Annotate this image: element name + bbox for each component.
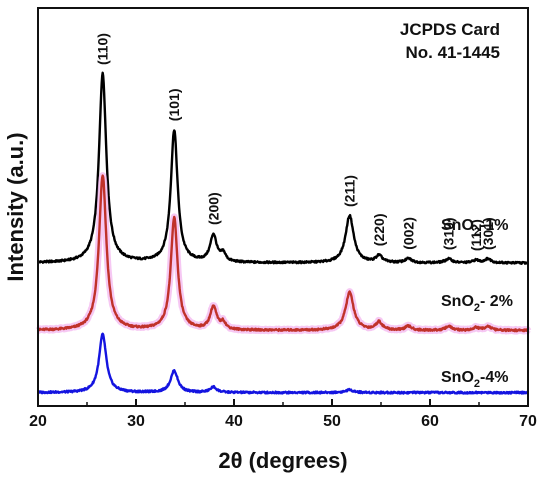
series-line-2 (37, 332, 529, 395)
x-axis-ticks: 20 30 40 50 60 70 (29, 399, 537, 430)
peak-label: (002) (400, 217, 416, 250)
peak-label: (101) (166, 89, 182, 122)
x-tick-label: 70 (519, 413, 537, 430)
plot-frame (37, 7, 529, 407)
card-number: No. 41-1445 (406, 43, 501, 62)
sample-label: SnO2- 2% (441, 293, 513, 314)
x-axis-title: 2θ (degrees) (218, 448, 347, 473)
x-tick-label: 20 (29, 413, 47, 430)
x-tick-label: 60 (421, 413, 439, 430)
peak-label: (110) (95, 33, 111, 65)
peak-label: (220) (371, 214, 387, 247)
peak-label: (112) (468, 219, 484, 251)
card-title: JCPDS Card (400, 20, 500, 39)
series-line-0 (36, 71, 529, 265)
peak-label: (211) (342, 175, 358, 207)
peak-label: (200) (205, 192, 221, 225)
peak-label: (310) (441, 217, 457, 250)
x-tick-label: 50 (323, 413, 341, 430)
sample-label: SnO2-1% (441, 217, 508, 238)
x-tick-label: 40 (225, 413, 243, 430)
y-axis-title: Intensity (a.u.) (3, 132, 28, 281)
peak-label: (301) (480, 217, 496, 250)
curves-layer (34, 71, 532, 395)
sample-labels: SnO2-1% SnO2- 2% SnO2-4% (441, 217, 513, 390)
sample-label: SnO2-4% (441, 369, 508, 390)
peak-labels: (110) (101) (200) (211) (220) (002) (310) (112)… (95, 33, 496, 251)
series-line-1 (37, 174, 530, 333)
x-tick-label: 30 (127, 413, 145, 430)
